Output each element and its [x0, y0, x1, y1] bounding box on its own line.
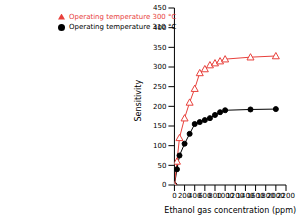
- svg-text:300: 300: [153, 63, 166, 71]
- svg-text:350: 350: [153, 44, 166, 52]
- svg-text:250: 250: [153, 83, 166, 91]
- svg-text:50: 50: [158, 162, 167, 170]
- svg-text:0: 0: [172, 192, 176, 200]
- svg-text:2200: 2200: [277, 192, 292, 200]
- svg-text:Sensitivity: Sensitivity: [134, 80, 143, 122]
- svg-text:Ethanol gas concentration (ppm: Ethanol gas concentration (ppm): [164, 206, 292, 215]
- svg-text:150: 150: [153, 122, 166, 130]
- svg-text:100: 100: [153, 142, 166, 150]
- svg-text:400: 400: [153, 24, 166, 32]
- svg-text:200: 200: [153, 103, 166, 111]
- svg-text:450: 450: [153, 4, 166, 12]
- svg-text:0: 0: [162, 181, 166, 189]
